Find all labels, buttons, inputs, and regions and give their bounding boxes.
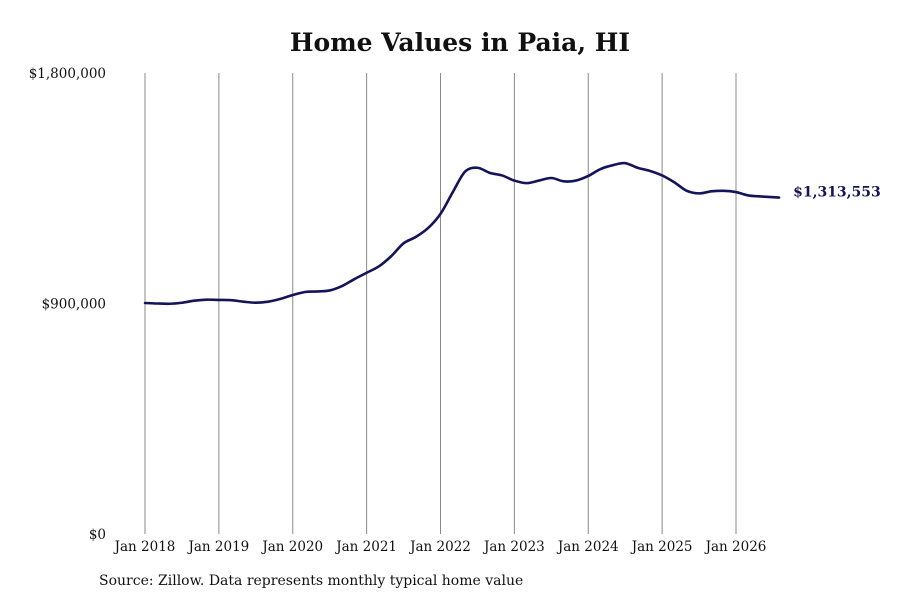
y-tick-label: $0 <box>89 527 106 543</box>
x-axis: Jan 2018 Jan 2019 Jan 2020 Jan 2021 Jan 2022… <box>113 539 767 555</box>
x-tick-label: Jan 2022 <box>408 539 471 555</box>
x-tick-label: Jan 2023 <box>482 539 545 555</box>
y-tick-label: $1,800,000 <box>29 66 106 82</box>
end-value-label: $1,313,553 <box>793 185 881 201</box>
end-label-group: $1,313,553 <box>793 185 881 201</box>
y-axis: $0 $900,000 $1,800,000 <box>29 66 106 543</box>
x-tick-label: Jan 2026 <box>704 539 767 555</box>
chart-title: Home Values in Paia, HI <box>289 28 631 57</box>
x-tick-label: Jan 2025 <box>630 539 693 555</box>
x-tick-label: Jan 2018 <box>113 539 176 555</box>
x-tick-label: Jan 2024 <box>556 539 619 555</box>
series-line <box>143 161 781 306</box>
x-tick-label: Jan 2019 <box>186 539 249 555</box>
y-tick-label: $900,000 <box>42 297 106 313</box>
series-group <box>143 161 781 306</box>
x-tick-label: Jan 2020 <box>260 539 323 555</box>
x-tick-label: Jan 2021 <box>334 539 397 555</box>
source-note: Source: Zillow. Data represents monthly … <box>99 573 524 589</box>
gridlines <box>144 73 737 534</box>
